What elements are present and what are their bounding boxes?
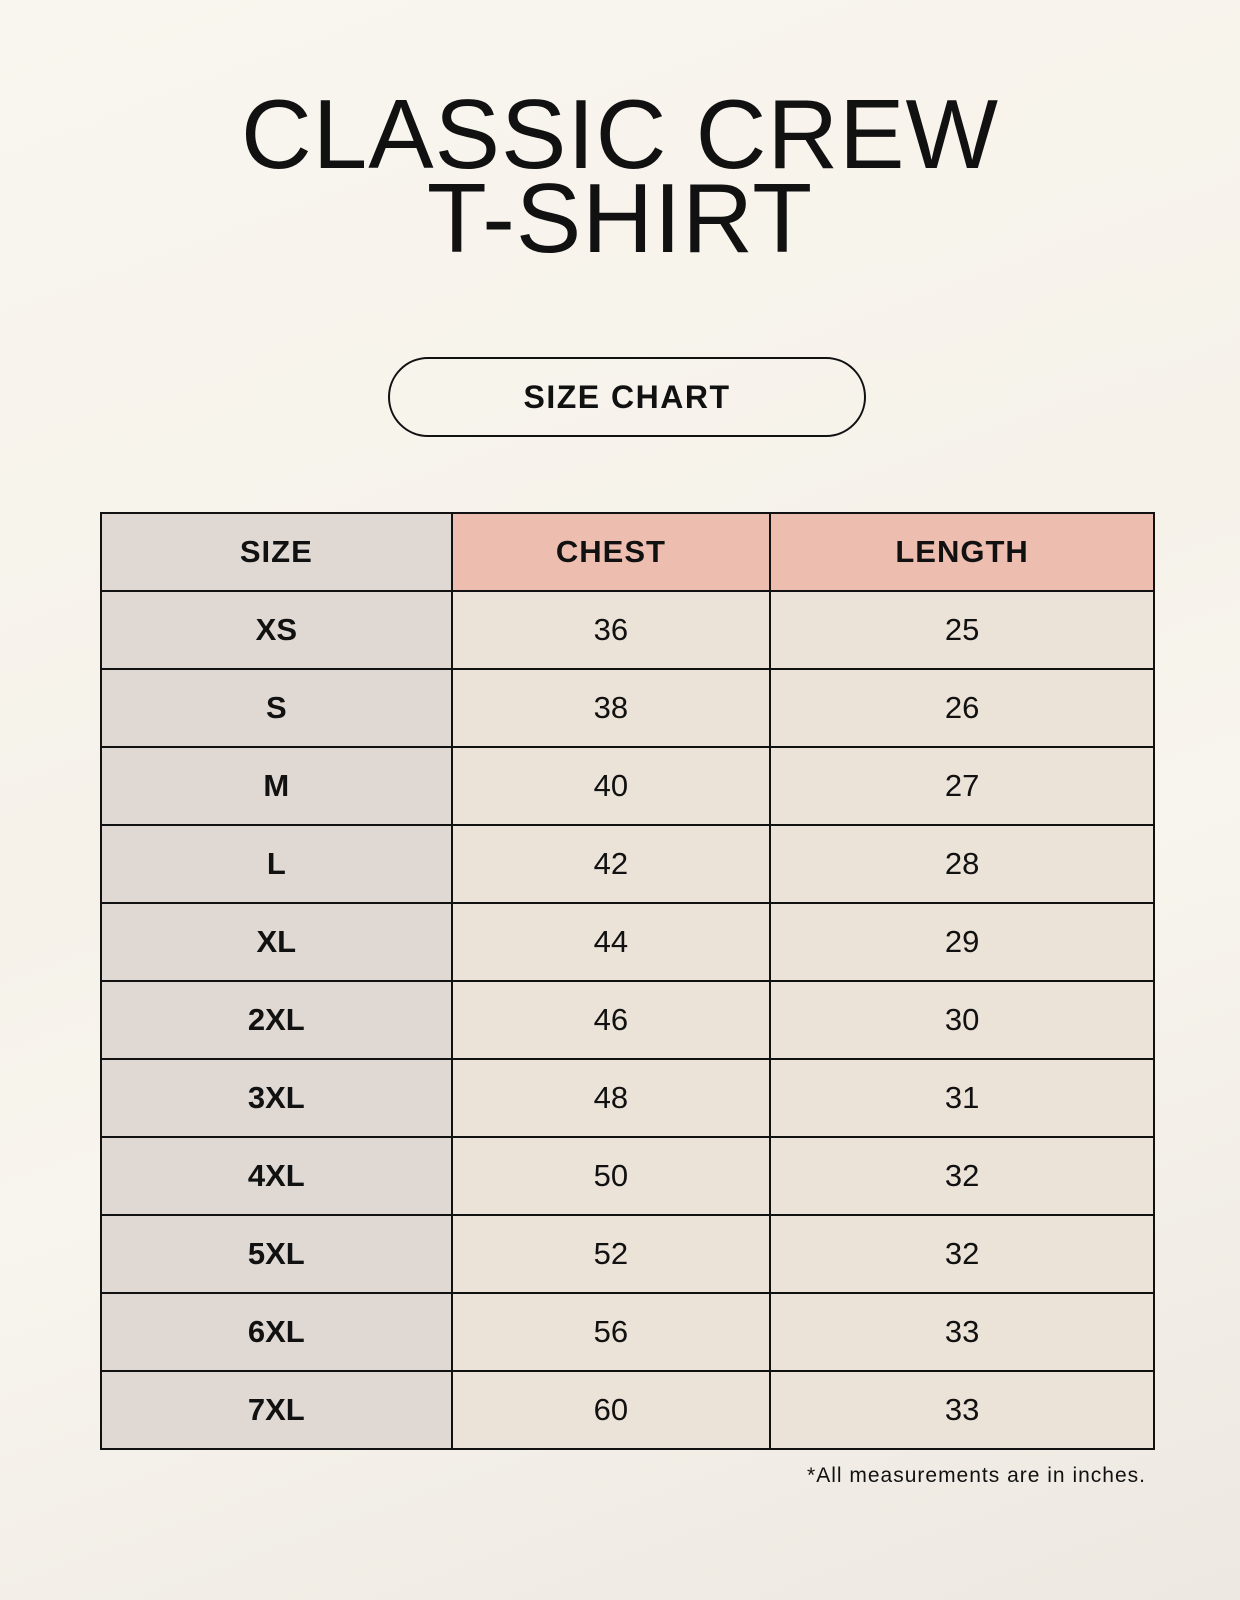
cell-length: 32: [769, 1214, 1155, 1294]
cell-chest: 50: [450, 1136, 772, 1216]
header-length: LENGTH: [769, 512, 1155, 592]
table-row: 6XL 56 33: [100, 1292, 1155, 1372]
footnote: *All measurements are in inches.: [807, 1464, 1146, 1487]
cell-size: XS: [100, 590, 453, 670]
size-chart-badge: SIZE CHART: [388, 357, 866, 437]
cell-chest: 48: [450, 1058, 772, 1138]
table-row: 4XL 50 32: [100, 1136, 1155, 1216]
table-row: L 42 28: [100, 824, 1155, 904]
cell-chest: 38: [450, 668, 772, 748]
cell-chest: 40: [450, 746, 772, 826]
cell-size: 2XL: [100, 980, 453, 1060]
title-line-1: CLASSIC CREW: [240, 79, 999, 189]
cell-length: 29: [769, 902, 1155, 982]
size-table: SIZE CHEST LENGTH XS 36 25 S 38 26 M 40 27 L 42 28 X…: [100, 512, 1155, 1450]
header-size: SIZE: [100, 512, 453, 592]
cell-size: 4XL: [100, 1136, 453, 1216]
cell-chest: 52: [450, 1214, 772, 1294]
cell-chest: 44: [450, 902, 772, 982]
table-row: XL 44 29: [100, 902, 1155, 982]
table-row: 2XL 46 30: [100, 980, 1155, 1060]
cell-size: 3XL: [100, 1058, 453, 1138]
table-row: S 38 26: [100, 668, 1155, 748]
cell-size: S: [100, 668, 453, 748]
cell-length: 26: [769, 668, 1155, 748]
cell-chest: 36: [450, 590, 772, 670]
cell-size: L: [100, 824, 453, 904]
table-row: M 40 27: [100, 746, 1155, 826]
header-chest: CHEST: [450, 512, 772, 592]
cell-chest: 42: [450, 824, 772, 904]
cell-size: 6XL: [100, 1292, 453, 1372]
cell-length: 27: [769, 746, 1155, 826]
cell-size: 7XL: [100, 1370, 453, 1450]
cell-size: M: [100, 746, 453, 826]
table-row: 5XL 52 32: [100, 1214, 1155, 1294]
table-header-row: SIZE CHEST LENGTH: [100, 512, 1155, 592]
table-row: 7XL 60 33: [100, 1370, 1155, 1450]
cell-chest: 46: [450, 980, 772, 1060]
cell-chest: 60: [450, 1370, 772, 1450]
title-line-2: T-SHIRT: [426, 163, 814, 273]
cell-length: 28: [769, 824, 1155, 904]
cell-length: 30: [769, 980, 1155, 1060]
cell-size: 5XL: [100, 1214, 453, 1294]
table-row: 3XL 48 31: [100, 1058, 1155, 1138]
cell-length: 33: [769, 1292, 1155, 1372]
cell-size: XL: [100, 902, 453, 982]
cell-length: 31: [769, 1058, 1155, 1138]
table-row: XS 36 25: [100, 590, 1155, 670]
page-title: CLASSIC CREW T-SHIRT: [0, 79, 1240, 273]
cell-chest: 56: [450, 1292, 772, 1372]
cell-length: 32: [769, 1136, 1155, 1216]
cell-length: 25: [769, 590, 1155, 670]
cell-length: 33: [769, 1370, 1155, 1450]
